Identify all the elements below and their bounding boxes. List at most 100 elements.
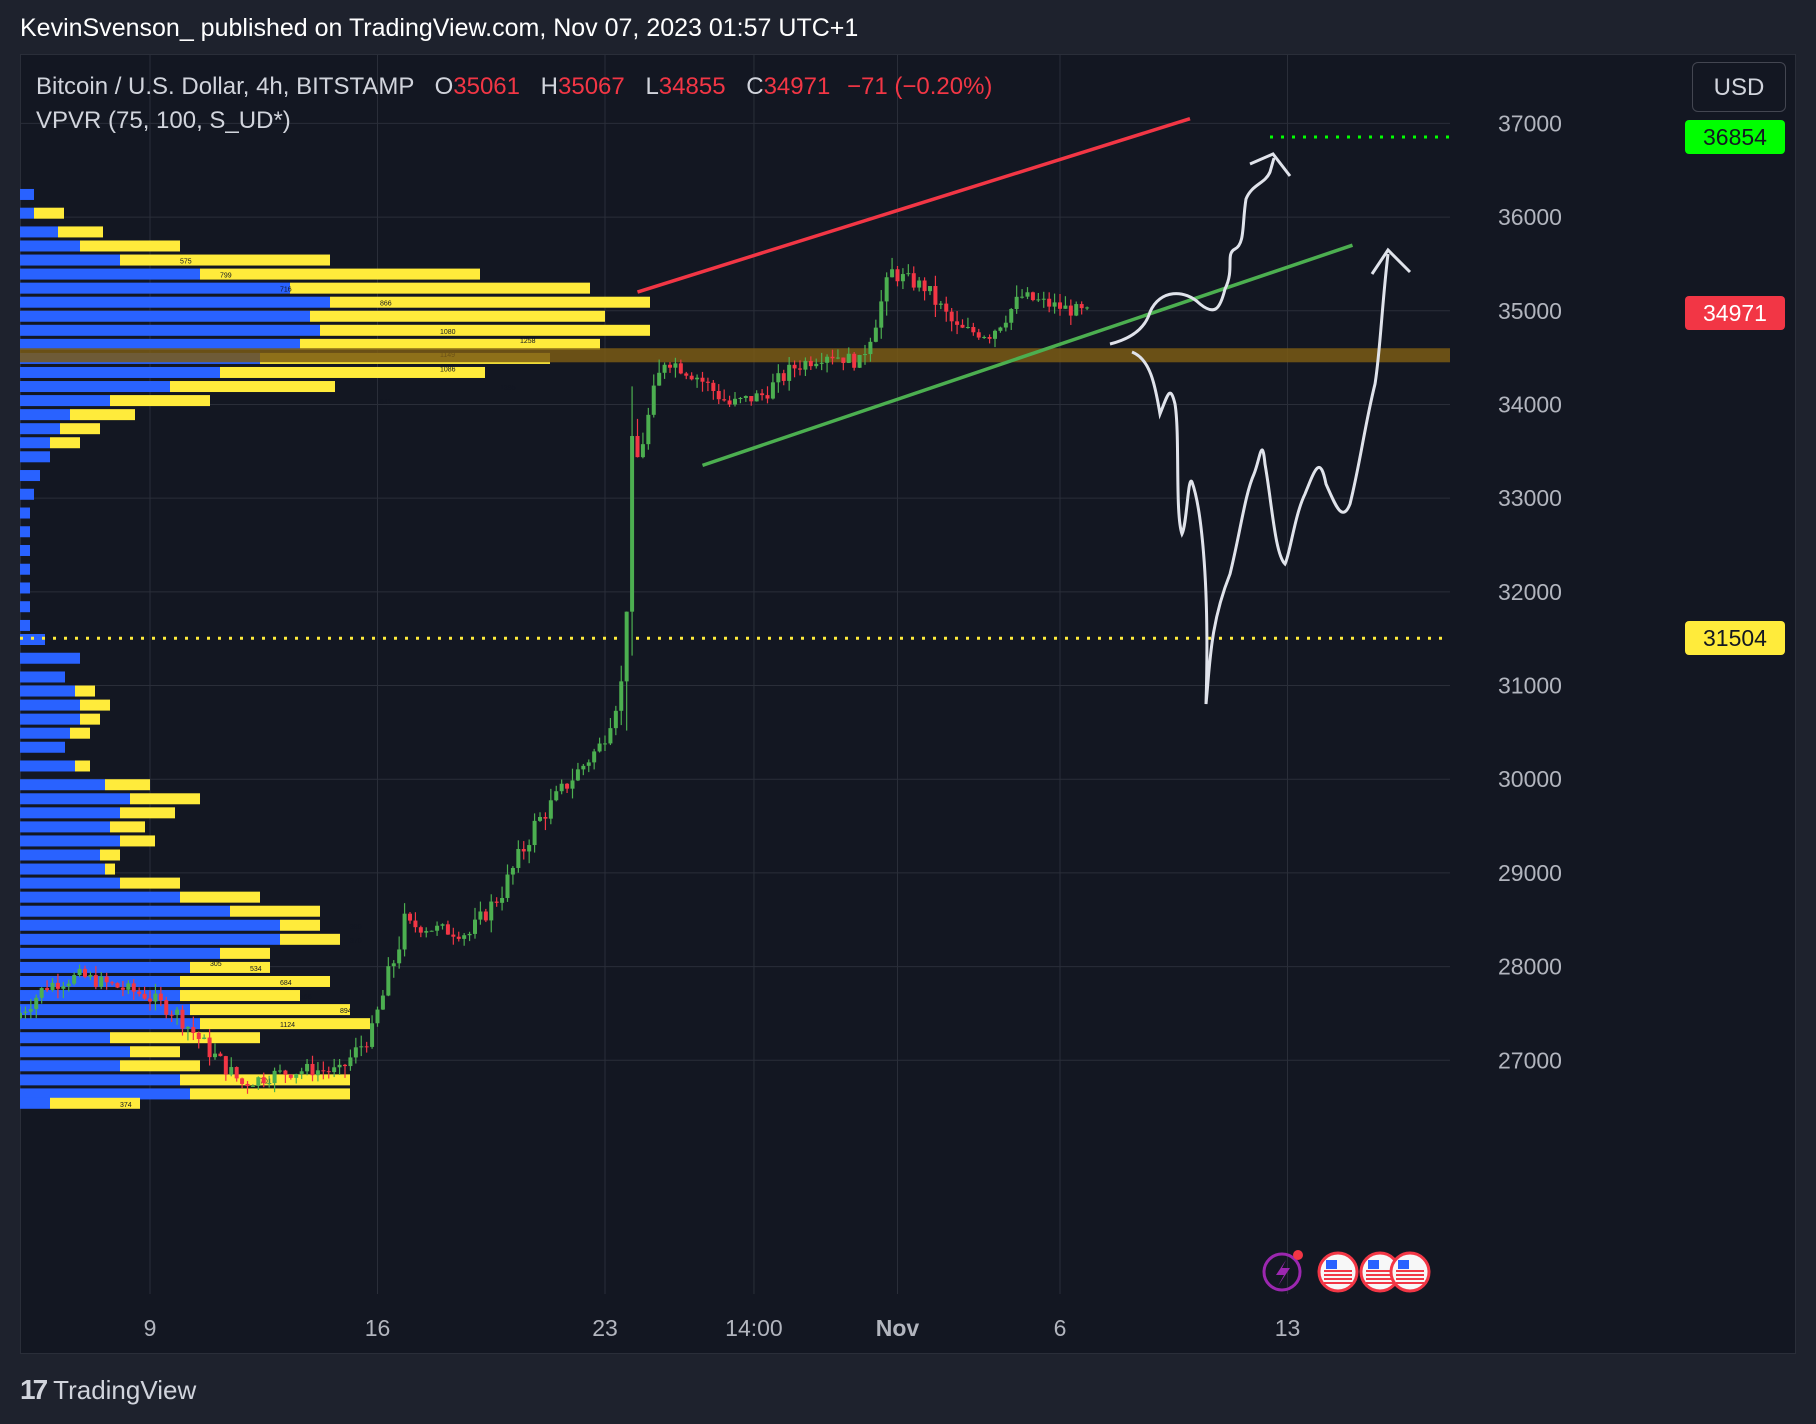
candle-body (1003, 322, 1008, 328)
vp-bar-up (20, 601, 30, 613)
legend-open-label: O (434, 73, 454, 100)
vp-bar-up (20, 671, 65, 683)
vp-bar-down (80, 240, 180, 252)
vp-bar-down (310, 310, 605, 322)
tradingview-logo[interactable]: 17 TradingView (20, 1372, 196, 1408)
vp-bar-down (170, 381, 335, 393)
vp-bar-down (190, 1088, 350, 1100)
candle-body (115, 983, 120, 988)
candle-body (250, 1085, 255, 1087)
candle-body (45, 988, 50, 990)
vp-bar-up (20, 240, 80, 252)
candle-body (830, 356, 835, 359)
vp-bar-up (20, 254, 120, 266)
vp-bar-down (58, 226, 103, 238)
candle-body (353, 1047, 358, 1058)
candle-body (998, 327, 1003, 331)
candle-body (148, 998, 152, 1002)
vp-bar-down (75, 685, 95, 697)
vp-bar-up (20, 409, 70, 421)
candle-body (473, 919, 477, 934)
vp-row-label: 305 (210, 961, 222, 968)
candle-body (928, 286, 932, 292)
candle-body (332, 1067, 337, 1073)
vp-bar-up (20, 423, 60, 435)
candle-body (976, 332, 981, 338)
vp-bar-down (120, 254, 330, 266)
vp-bar-up (20, 835, 120, 847)
vp-bar-up (20, 563, 30, 575)
vp-bar-down (320, 324, 650, 336)
candle-body (34, 997, 39, 1010)
vp-bar-up (20, 282, 290, 294)
candle-body (890, 269, 895, 278)
candle-body (359, 1046, 364, 1048)
candle-body (624, 611, 629, 682)
candle-body (754, 393, 759, 402)
currency-button[interactable]: USD (1692, 62, 1786, 112)
trendline-support[interactable] (701, 243, 1354, 468)
vp-bar-down (280, 919, 320, 931)
projection-path-down (1131, 253, 1390, 705)
candle-body (386, 966, 391, 996)
x-tick-label: 9 (144, 1315, 157, 1341)
vp-bar-down (120, 1060, 200, 1072)
vp-bar-up (20, 188, 34, 200)
candle-body (798, 368, 802, 370)
vp-bar-up (20, 821, 110, 833)
legend-indicator[interactable]: VPVR (75, 100, S_UD*) (36, 107, 291, 134)
x-tick-label: 13 (1275, 1315, 1301, 1341)
vp-row-label: 1086 (440, 366, 456, 373)
vp-bar-up (20, 338, 300, 350)
candle-body (955, 321, 960, 325)
candle-body (93, 975, 98, 987)
candle-body (110, 982, 115, 984)
vp-bar-down (80, 699, 110, 711)
trendline-resistance[interactable] (636, 117, 1191, 294)
vp-bar-down (110, 1032, 260, 1044)
candle-body (993, 330, 997, 339)
price-axis: 27000 28000 29000 30000 31000 32000 33000 34000… (1498, 110, 1562, 1073)
candle-body (543, 817, 548, 819)
us-flag-stripe (1396, 1282, 1424, 1284)
y-tick-label: 35000 (1498, 298, 1562, 324)
vp-bar-up (20, 990, 180, 1002)
candle-body (126, 983, 131, 990)
candle-body (1009, 309, 1014, 323)
vp-row-label: 575 (180, 259, 192, 266)
price-chart[interactable]: 1080125811491086139594111248945666845347… (20, 54, 1796, 1354)
vp-bar-down (50, 1097, 140, 1109)
vp-bar-down (180, 975, 330, 987)
candle-body (684, 373, 689, 376)
vp-bar-up (20, 760, 75, 772)
candle-body (863, 354, 867, 356)
time-axis: 9 16 23 14:00 Nov 6 13 (144, 1315, 1301, 1341)
horizontal-levels (20, 135, 1450, 640)
candle-body (283, 1070, 288, 1075)
candle-body (196, 1032, 201, 1040)
vp-row-label: 1080 (440, 329, 456, 336)
price-tag-target: 36854 (1685, 120, 1785, 155)
candle-body (207, 1037, 212, 1058)
candle-body (960, 324, 965, 328)
vp-bar-down (120, 807, 175, 819)
price-tag-last: 34971 (1685, 296, 1785, 331)
vp-bar-up (20, 381, 170, 393)
candle-body (99, 976, 104, 987)
candle-body (738, 397, 743, 399)
x-tick-label: 6 (1054, 1315, 1067, 1341)
candle-body (965, 327, 970, 329)
lightning-icon[interactable] (1262, 1252, 1302, 1292)
y-tick-label: 34000 (1498, 391, 1562, 417)
vp-bar-up (20, 1004, 190, 1016)
candle-body (532, 820, 537, 846)
candle-body (326, 1071, 331, 1073)
candle-body (397, 949, 402, 964)
candle-body (695, 377, 700, 380)
candle-body (1058, 302, 1062, 309)
candle-body (380, 995, 385, 1010)
vp-bar-down (105, 779, 150, 791)
candle-body (483, 911, 488, 921)
legend-low-label: L (645, 73, 659, 100)
candle-body (418, 927, 423, 933)
